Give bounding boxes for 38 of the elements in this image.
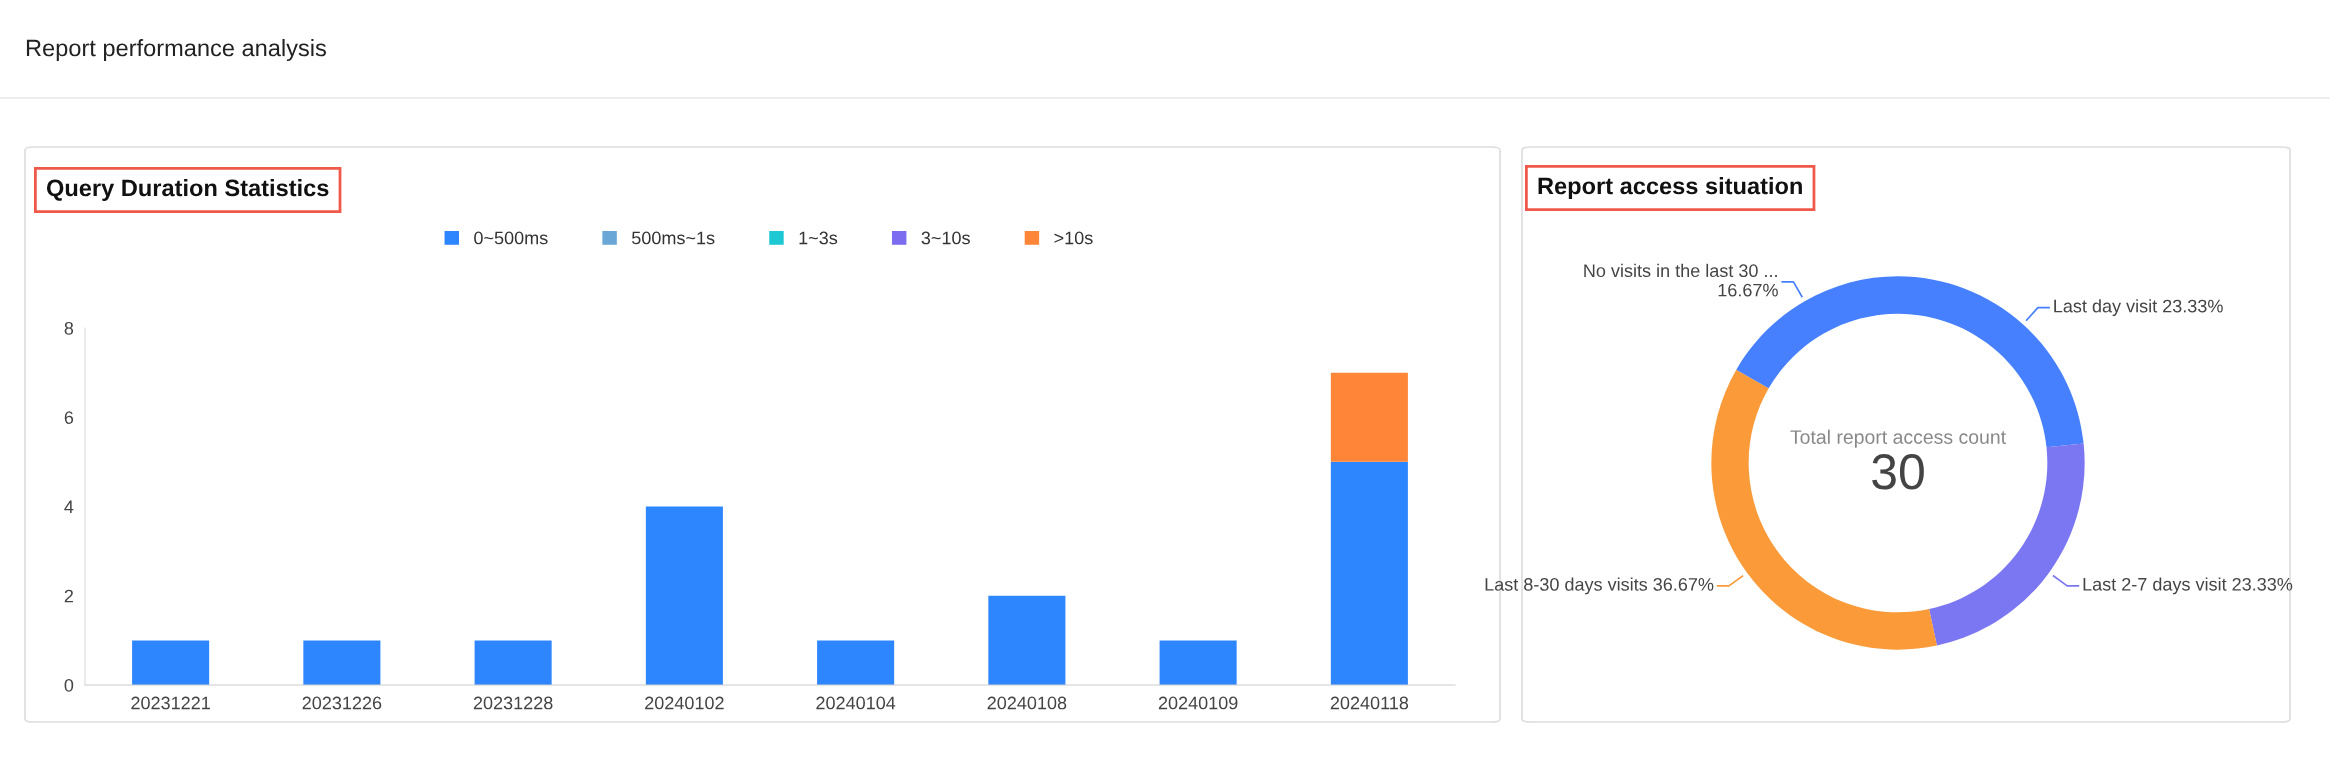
bar [132,640,210,685]
x-tick-label: 20231221 [131,696,210,710]
slice-label: Last 2-7 days visit 23.33% [2083,577,2293,595]
slice-label: Last 8-30 days visits 36.67% [1485,577,1714,595]
slice-label: Last day visit 23.33% [2054,299,2223,317]
y-tick-label: 4 [64,500,74,514]
y-tick-label: 6 [64,411,74,424]
y-tick-label: 8 [64,321,74,335]
bar [817,640,895,685]
bar [474,640,552,685]
bar [303,640,381,685]
legend-label: 1~3s [799,231,838,245]
bar [1330,461,1408,685]
x-tick-label: 20231228 [473,696,553,710]
bar [1330,372,1408,462]
x-tick-label: 20240102 [645,696,724,710]
y-tick-label: 2 [64,589,73,603]
chart-title: Report access situation [1538,176,1802,199]
x-tick-label: 20240104 [816,696,896,710]
bar [988,595,1066,685]
slice-label: No visits in the last 30 ... [1584,263,1777,278]
bar [645,506,723,685]
chart-title: Query Duration Statistics [46,178,329,201]
x-tick-label: 20231226 [302,696,382,710]
legend-label: 3~10s [921,231,970,245]
x-tick-label: 20240109 [1158,696,1238,710]
legend-label: 0~500ms [474,231,548,245]
legend-label: 500ms~1s [632,231,715,245]
donut-slice [1929,443,2085,646]
x-tick-label: 20240108 [987,696,1067,710]
legend-label: >10s [1054,231,1093,245]
y-tick-label: 0 [64,678,74,692]
data-label: 16.67% [1718,283,1778,297]
x-tick-label: 20240118 [1330,696,1409,710]
bar [1159,640,1237,685]
text: 30 [1872,454,1924,490]
text: Total report access count [1790,429,2006,448]
text: Report performance analysis [26,39,326,61]
